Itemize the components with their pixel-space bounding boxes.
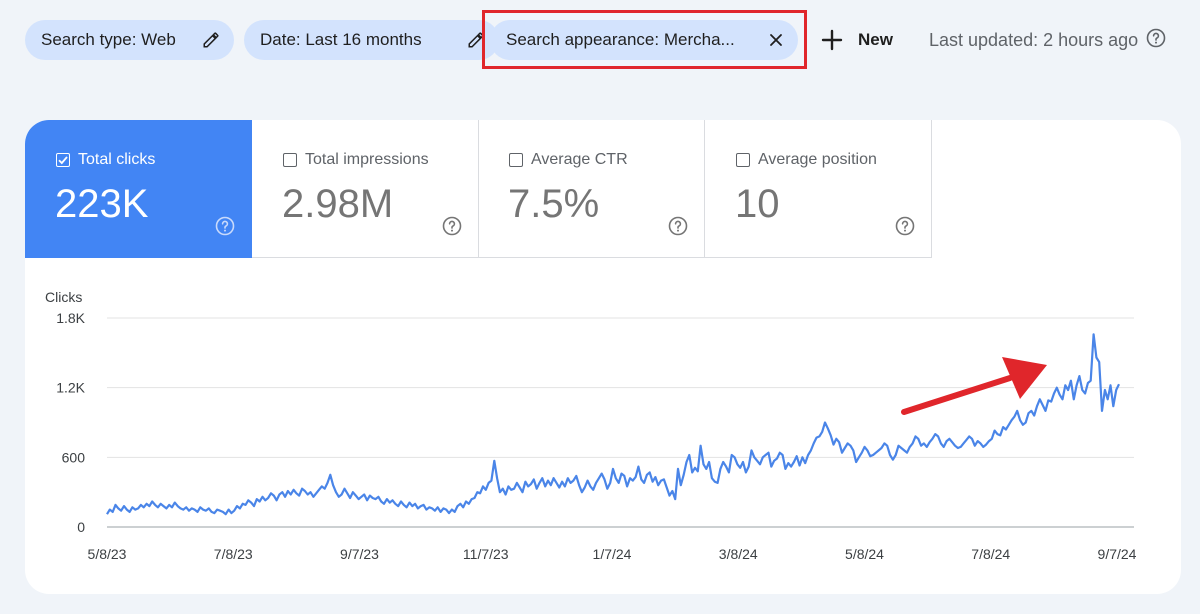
close-icon[interactable]: [768, 32, 784, 48]
filter-chip-search-appearance[interactable]: Search appearance: Mercha...: [490, 20, 798, 60]
last-updated: Last updated: 2 hours ago: [929, 28, 1166, 53]
metric-checkbox[interactable]: [509, 153, 523, 167]
filter-chip-date[interactable]: Date: Last 16 months: [244, 20, 499, 60]
x-tick-label: 7/8/24: [971, 546, 1010, 562]
help-icon[interactable]: [215, 216, 235, 241]
new-button-label: New: [858, 30, 893, 49]
filter-chip-label: Date: Last 16 months: [260, 30, 422, 49]
metric-header: Total impressions: [283, 151, 429, 169]
filter-chip-search-type[interactable]: Search type: Web: [25, 20, 234, 60]
metric-tile-average-ctr[interactable]: Average CTR 7.5%: [478, 120, 705, 258]
y-tick-label: 600: [62, 449, 86, 465]
metric-label: Total clicks: [78, 151, 156, 168]
metric-label: Average CTR: [531, 151, 628, 168]
x-tick-label: 1/7/24: [593, 546, 632, 562]
x-tick-label: 7/8/23: [214, 546, 253, 562]
x-tick-label: 5/8/24: [845, 546, 884, 562]
plus-icon: [821, 29, 843, 51]
help-icon[interactable]: [442, 216, 462, 241]
x-tick-label: 9/7/24: [1098, 546, 1137, 562]
last-updated-text: Last updated: 2 hours ago: [929, 30, 1139, 50]
metric-header: Average position: [736, 151, 877, 169]
metric-checkbox[interactable]: [56, 153, 70, 167]
metric-checkbox[interactable]: [736, 153, 750, 167]
x-tick-label: 5/8/23: [88, 546, 127, 562]
help-icon[interactable]: [895, 216, 915, 241]
metric-label: Average position: [758, 151, 877, 168]
help-icon[interactable]: [668, 216, 688, 241]
y-tick-label: 1.2K: [56, 380, 85, 396]
metric-header: Average CTR: [509, 151, 628, 169]
y-tick-label: 0: [77, 519, 85, 535]
new-filter-button[interactable]: New: [820, 22, 893, 58]
help-icon[interactable]: [1146, 28, 1166, 53]
performance-card: Total clicks 223K Total impressions 2.98…: [25, 120, 1181, 594]
metric-value: 7.5%: [508, 182, 600, 226]
pencil-icon[interactable]: [467, 31, 485, 49]
metric-value: 2.98M: [282, 182, 394, 226]
metric-label: Total impressions: [305, 151, 429, 168]
metric-value: 223K: [55, 182, 149, 226]
metric-checkbox[interactable]: [283, 153, 297, 167]
metric-value: 10: [735, 182, 780, 226]
x-tick-label: 9/7/23: [340, 546, 379, 562]
metric-tile-total-impressions[interactable]: Total impressions 2.98M: [252, 120, 479, 258]
clicks-line-chart[interactable]: Clicks 0 600 1.2K 1.8K 5/8/23 7/8/23 9/7/23 11/7…: [25, 120, 1181, 594]
filter-chip-label: Search appearance: Mercha...: [506, 30, 735, 49]
clicks-series-line: [106, 333, 1120, 516]
metric-tile-average-position[interactable]: Average position 10: [705, 120, 932, 258]
metric-tile-total-clicks[interactable]: Total clicks 223K: [25, 120, 252, 258]
filter-chip-label: Search type: Web: [41, 30, 176, 49]
metric-header: Total clicks: [56, 151, 155, 169]
pencil-icon[interactable]: [202, 31, 220, 49]
y-tick-label: 1.8K: [56, 310, 85, 326]
y-axis-label: Clicks: [45, 289, 82, 305]
x-tick-label: 11/7/23: [463, 546, 509, 562]
x-tick-label: 3/8/24: [719, 546, 758, 562]
